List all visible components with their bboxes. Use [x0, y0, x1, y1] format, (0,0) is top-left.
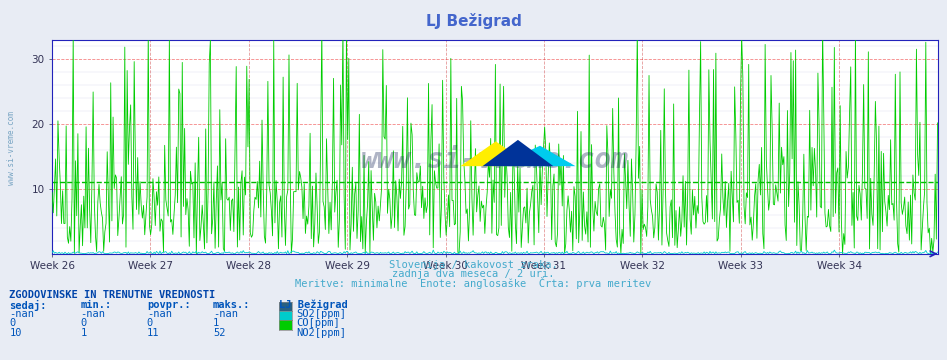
Text: 1: 1: [213, 318, 220, 328]
Text: -nan: -nan: [147, 309, 171, 319]
Text: 0: 0: [80, 318, 87, 328]
Text: zadnja dva meseca / 2 uri.: zadnja dva meseca / 2 uri.: [392, 269, 555, 279]
Text: min.:: min.:: [80, 300, 112, 310]
Text: 0: 0: [147, 318, 153, 328]
Text: -nan: -nan: [80, 309, 105, 319]
Text: sedaj:: sedaj:: [9, 300, 47, 311]
Text: 52: 52: [213, 328, 225, 338]
Text: povpr.:: povpr.:: [147, 300, 190, 310]
Polygon shape: [460, 141, 531, 166]
Text: ZGODOVINSKE IN TRENUTNE VREDNOSTI: ZGODOVINSKE IN TRENUTNE VREDNOSTI: [9, 290, 216, 300]
Text: www.si-vreme.com: www.si-vreme.com: [7, 111, 16, 185]
Text: maks.:: maks.:: [213, 300, 251, 310]
Text: -nan: -nan: [9, 309, 34, 319]
Text: Slovenija / kakovost zraka.: Slovenija / kakovost zraka.: [389, 260, 558, 270]
Text: 1: 1: [80, 328, 87, 338]
Text: -nan: -nan: [213, 309, 238, 319]
Text: 10: 10: [9, 328, 22, 338]
Text: 11: 11: [147, 328, 159, 338]
Text: LJ Bežigrad: LJ Bežigrad: [425, 13, 522, 28]
Text: Meritve: minimalne  Enote: anglosaške  Črta: prva meritev: Meritve: minimalne Enote: anglosaške Črt…: [295, 277, 652, 289]
Text: CO[ppm]: CO[ppm]: [296, 318, 340, 328]
Text: LJ Bežigrad: LJ Bežigrad: [279, 300, 348, 310]
Text: 0: 0: [9, 318, 16, 328]
Text: SO2[ppm]: SO2[ppm]: [296, 309, 347, 319]
Text: NO2[ppm]: NO2[ppm]: [296, 328, 347, 338]
Polygon shape: [496, 146, 576, 166]
Text: www.si-vreme.com: www.si-vreme.com: [361, 145, 629, 174]
Polygon shape: [483, 140, 553, 166]
